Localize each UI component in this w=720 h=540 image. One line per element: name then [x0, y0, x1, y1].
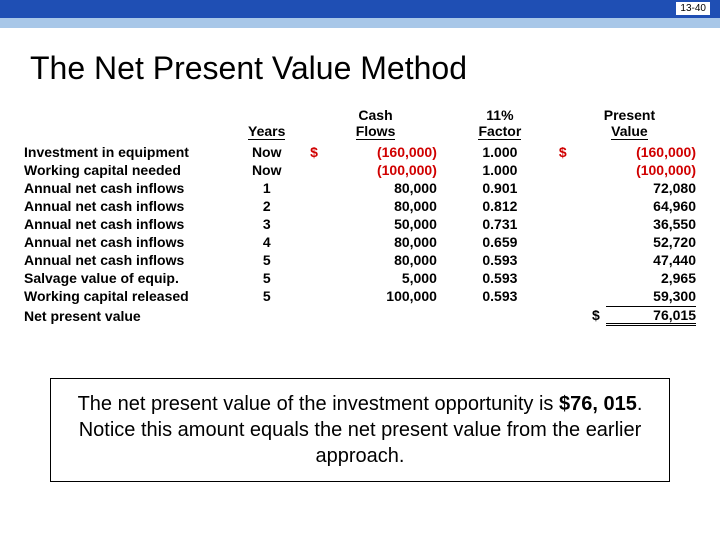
page-number: 13-40 [676, 2, 710, 15]
table-row: Annual net cash inflows350,0000.73136,55… [18, 215, 702, 233]
callout-amount: $76, 015 [559, 393, 637, 415]
cell-factor: 0.593 [443, 287, 557, 305]
row-label: Salvage value of equip. [18, 269, 225, 287]
npv-table: Years CashFlows 11%Factor PresentValue I… [18, 105, 702, 327]
cell-factor: 0.901 [443, 179, 557, 197]
cell-cash: $(160,000) [308, 143, 443, 161]
col-header-years: Years [248, 123, 285, 140]
cell-pv: 2,965 [557, 269, 702, 287]
cell-factor: 0.659 [443, 233, 557, 251]
table-row: Working capital released5100,0000.59359,… [18, 287, 702, 305]
cell-pv: (100,000) [557, 161, 702, 179]
cell-factor: 0.812 [443, 197, 557, 215]
cell-cash: 80,000 [308, 179, 443, 197]
cell-factor: 1.000 [443, 161, 557, 179]
cell-cash: 5,000 [308, 269, 443, 287]
cell-years: 5 [225, 251, 308, 269]
header-stripe-light [0, 18, 720, 28]
cell-pv: $(160,000) [557, 143, 702, 161]
callout-pre: The net present value of the investment … [78, 393, 559, 415]
cell-cash: 50,000 [308, 215, 443, 233]
table-row: Annual net cash inflows180,0000.90172,08… [18, 179, 702, 197]
row-label: Investment in equipment [18, 143, 225, 161]
col-header-pv-1: Present [604, 107, 655, 123]
npv-table-body: Investment in equipmentNow$(160,000)1.00… [18, 143, 702, 327]
cell-factor: 0.593 [443, 269, 557, 287]
npv-table-container: Years CashFlows 11%Factor PresentValue I… [18, 105, 702, 327]
cell-pv: 72,080 [557, 179, 702, 197]
cell-years: 5 [225, 287, 308, 305]
cell-cash: 80,000 [308, 251, 443, 269]
cell-factor: 0.593 [443, 251, 557, 269]
table-header-row: Years CashFlows 11%Factor PresentValue [18, 105, 702, 143]
table-row: Annual net cash inflows280,0000.81264,96… [18, 197, 702, 215]
col-header-cash-1: Cash [358, 107, 392, 123]
table-row: Working capital neededNow(100,000)1.000(… [18, 161, 702, 179]
cell-factor: 1.000 [443, 143, 557, 161]
cell-pv: 52,720 [557, 233, 702, 251]
cell-years: 4 [225, 233, 308, 251]
table-row: Annual net cash inflows580,0000.59347,44… [18, 251, 702, 269]
row-label: Annual net cash inflows [18, 251, 225, 269]
slide-title: The Net Present Value Method [30, 50, 720, 87]
total-pv: $76,015 [557, 305, 702, 327]
cell-years: 5 [225, 269, 308, 287]
summary-callout: The net present value of the investment … [50, 378, 670, 482]
cell-cash: 80,000 [308, 197, 443, 215]
total-label: Net present value [18, 305, 225, 327]
col-header-pv-2: Value [611, 123, 648, 140]
cell-cash: 80,000 [308, 233, 443, 251]
col-header-factor-1: 11% [486, 107, 513, 123]
row-label: Working capital needed [18, 161, 225, 179]
cell-factor: 0.731 [443, 215, 557, 233]
row-label: Annual net cash inflows [18, 233, 225, 251]
row-label: Annual net cash inflows [18, 179, 225, 197]
cell-cash: (100,000) [308, 161, 443, 179]
cell-pv: 59,300 [557, 287, 702, 305]
row-label: Annual net cash inflows [18, 197, 225, 215]
row-label: Annual net cash inflows [18, 215, 225, 233]
table-row: Annual net cash inflows480,0000.65952,72… [18, 233, 702, 251]
cell-cash: 100,000 [308, 287, 443, 305]
cell-pv: 36,550 [557, 215, 702, 233]
table-total-row: Net present value $76,015 [18, 305, 702, 327]
col-header-factor-2: Factor [478, 123, 521, 140]
cell-years: 2 [225, 197, 308, 215]
cell-years: Now [225, 143, 308, 161]
cell-pv: 47,440 [557, 251, 702, 269]
cell-pv: 64,960 [557, 197, 702, 215]
row-label: Working capital released [18, 287, 225, 305]
table-row: Salvage value of equip.55,0000.5932,965 [18, 269, 702, 287]
cell-years: Now [225, 161, 308, 179]
header-stripe-dark [0, 0, 720, 18]
table-row: Investment in equipmentNow$(160,000)1.00… [18, 143, 702, 161]
cell-years: 1 [225, 179, 308, 197]
cell-years: 3 [225, 215, 308, 233]
col-header-cash-2: Flows [356, 123, 396, 140]
slide-header: 13-40 [0, 0, 720, 30]
